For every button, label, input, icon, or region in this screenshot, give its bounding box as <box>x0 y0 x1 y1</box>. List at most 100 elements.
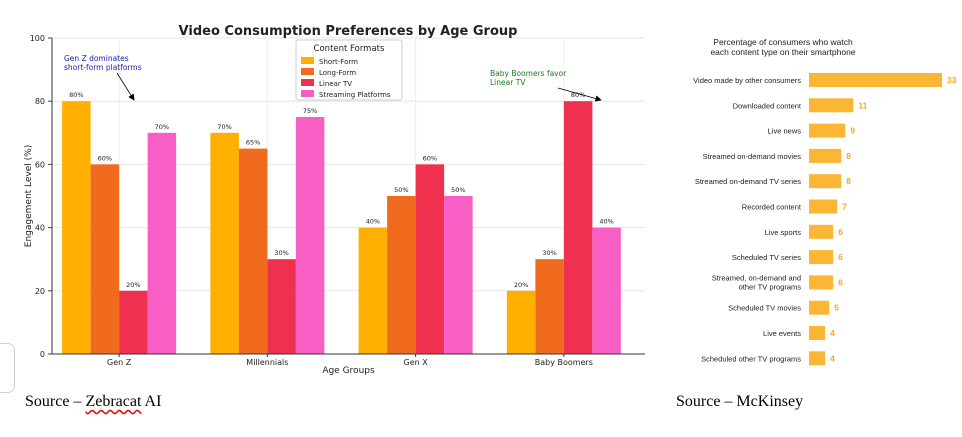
hbar-category-label: Video made by other consumers <box>693 76 801 85</box>
left-source-caption: Source – Zebracat AI <box>25 393 161 411</box>
bar-value-label: 60% <box>98 154 112 162</box>
hbar <box>809 300 830 315</box>
legend-swatch <box>301 57 314 64</box>
hbar <box>809 275 834 290</box>
hbar <box>809 351 826 366</box>
hbar-value-label: 9 <box>850 126 855 136</box>
bar-value-label: 80% <box>571 91 585 99</box>
hbar-category-label: Downloaded content <box>733 101 802 110</box>
bar-value-label: 70% <box>217 123 231 131</box>
left-source-suffix: AI <box>141 393 162 410</box>
hbar-category-label: Live events <box>763 329 801 338</box>
bar-streaming-platforms <box>592 227 621 354</box>
y-tick-label: 40 <box>35 224 45 233</box>
hbar <box>809 123 846 138</box>
bar-value-label: 40% <box>599 218 613 226</box>
bar-value-label: 30% <box>542 249 556 257</box>
hbar <box>809 224 834 239</box>
hbar-category-label: Scheduled TV movies <box>728 304 801 313</box>
hbar <box>809 148 842 163</box>
legend-entry: Short-Form <box>319 58 358 66</box>
hbar-value-label: 6 <box>838 277 843 287</box>
y-tick-label: 60 <box>35 160 45 169</box>
bar-short-form <box>62 101 91 354</box>
video-consumption-chart: 0 20 40 60 80 100 80% 70% 40% 20% 60% 65% 50% 30% 20% 3… <box>24 24 645 376</box>
hbar <box>809 98 854 113</box>
legend-entry: Streaming Platforms <box>319 91 391 99</box>
hbar-value-label: 6 <box>838 252 843 262</box>
x-tick-label: Baby Boomers <box>535 358 593 367</box>
hbar-value-label: 8 <box>846 151 851 161</box>
bar-long-form <box>90 164 120 354</box>
hbar-category-label: Streamed, on-demand and <box>712 273 801 282</box>
annotation-arrow <box>557 87 602 102</box>
bar-value-label: 30% <box>274 249 288 257</box>
bar-value-label: 65% <box>246 139 260 147</box>
hbar-category-label: Live sports <box>765 228 802 237</box>
bar-value-label: 20% <box>126 281 140 289</box>
hbar-category-label: Live news <box>768 127 802 136</box>
hbar-value-label: 11 <box>858 100 867 110</box>
hbar-category-label: Scheduled other TV programs <box>701 354 801 363</box>
hbar-value-label: 33 <box>947 75 957 85</box>
side-panel-handle[interactable] <box>0 343 15 393</box>
y-tick-label: 80 <box>35 97 45 106</box>
annotation-text: short-form platforms <box>64 63 142 72</box>
bar-linear-tv <box>119 290 148 354</box>
x-tick-label: Gen X <box>404 358 429 367</box>
y-tick-label: 0 <box>40 350 45 359</box>
annotation-text: Linear TV <box>490 78 526 87</box>
bar-value-label: 75% <box>303 107 317 115</box>
annotation-text: Baby Boomers favor <box>490 69 567 78</box>
bar-linear-tv <box>415 164 445 354</box>
bar-short-form <box>358 227 388 354</box>
y-tick-label: 20 <box>35 287 45 296</box>
legend-swatch <box>301 90 314 97</box>
hbar-category-label: Scheduled TV series <box>732 253 801 262</box>
x-tick-label: Millennials <box>246 358 288 367</box>
hbar-category-label: Recorded content <box>742 203 802 212</box>
legend-swatch <box>301 79 314 86</box>
bar-short-form <box>210 132 239 354</box>
hbar-value-label: 4 <box>830 353 835 363</box>
bar-value-label: 70% <box>155 123 169 131</box>
left-source-prefix: Source – <box>25 393 86 410</box>
bar-value-label: 20% <box>514 281 528 289</box>
annotation-arrow <box>116 72 135 101</box>
bar-value-label: 60% <box>423 154 437 162</box>
x-tick-label: Gen Z <box>107 358 132 367</box>
hbar-category-label: Streamed on-demand movies <box>703 152 802 161</box>
legend-title: Content Formats <box>314 44 385 54</box>
bar-long-form <box>387 196 416 354</box>
bar-long-form <box>535 259 564 354</box>
bar-value-label: 50% <box>394 186 408 194</box>
right-source-caption: Source – McKinsey <box>676 393 804 410</box>
left-source-name: Zebracat <box>85 393 142 410</box>
legend-entry: Linear TV <box>319 80 352 88</box>
annotation-text: Gen Z dominates <box>64 54 129 63</box>
hbar-value-label: 6 <box>838 227 843 237</box>
hbar-category-label: Streamed on-demand TV series <box>695 177 801 186</box>
chart-subtitle: each content type on their smartphone <box>710 47 855 57</box>
x-axis-label: Age Groups <box>322 366 375 376</box>
hbar-category-label: other TV programs <box>739 282 802 291</box>
bar-streaming-platforms <box>295 117 325 354</box>
legend-swatch <box>301 68 314 75</box>
hbar <box>809 326 826 340</box>
bar-long-form <box>238 148 268 354</box>
hbar-value-label: 4 <box>830 328 835 338</box>
bar-short-form <box>506 290 536 354</box>
legend-box <box>295 39 403 101</box>
bar-linear-tv <box>267 259 296 354</box>
y-tick-label: 100 <box>30 34 45 43</box>
bar-streaming-platforms <box>147 132 177 354</box>
hbar <box>809 174 842 189</box>
chart-title: Video Consumption Preferences by Age Gro… <box>179 24 518 39</box>
bar-value-label: 40% <box>366 218 380 226</box>
bar-value-label: 50% <box>451 186 465 194</box>
hbar-value-label: 8 <box>846 176 851 186</box>
hbar <box>809 199 838 214</box>
hbar-value-label: 5 <box>834 303 839 313</box>
chart-title: Percentage of consumers who watch <box>713 37 853 47</box>
